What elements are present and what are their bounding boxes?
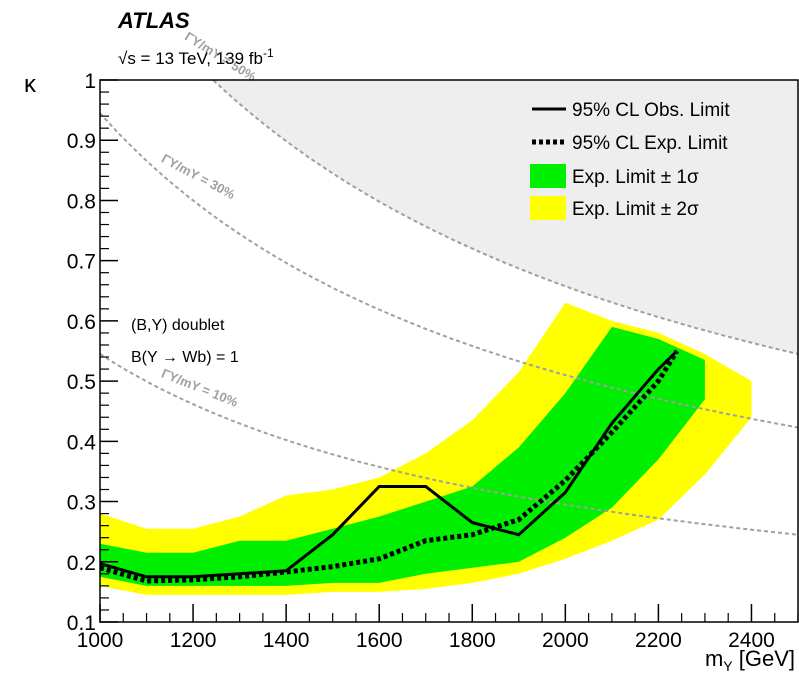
x-tick-label: 2000 [542, 629, 589, 652]
x-tick-label: 2200 [635, 629, 682, 652]
x-tick-label: 2400 [728, 629, 775, 652]
width-curve-0 [100, 353, 798, 536]
y-tick-label: 0.3 [67, 492, 96, 515]
width-curve-label-0: ΓY/mY = 10% [159, 366, 240, 410]
y-tick-label: 0.6 [67, 311, 96, 334]
x-tick-label: 1000 [77, 629, 124, 652]
y-tick-label: 0.7 [67, 251, 96, 274]
legend-2sigma-swatch [530, 196, 566, 220]
observed-limit-line [100, 349, 679, 579]
y-axis: 0.1 0.2 0.3 0.4 0.5 0.6 0.7 0.8 0.9 1 [67, 70, 118, 635]
y-tick-label: 1 [84, 70, 96, 93]
y-tick-label: 0.8 [67, 190, 96, 213]
legend-observed-label: 95% CL Obs. Limit [572, 100, 730, 121]
x-axis: 1000 1200 1400 1600 1800 2000 2200 2400 [77, 604, 799, 652]
legend-1sigma-label: Exp. Limit ± 1σ [572, 167, 699, 188]
excluded-region [213, 80, 798, 354]
width-curves [100, 80, 798, 536]
y-tick-label: 0.5 [67, 371, 96, 394]
x-tick-label: 1800 [449, 629, 496, 652]
legend-2sigma-label: Exp. Limit ± 2σ [572, 199, 699, 220]
experiment-label: ATLAS [117, 8, 190, 33]
legend-1sigma-swatch [530, 164, 566, 188]
x-axis-label: mY [GeV] [705, 646, 795, 674]
x-tick-label: 1200 [170, 629, 217, 652]
width-curve-1 [100, 112, 798, 429]
y-axis-label: κ [24, 71, 37, 98]
model-note-doublet: (B,Y) doublet [131, 317, 225, 334]
y-tick-label: 0.4 [67, 431, 97, 454]
y-tick-label: 0.9 [67, 130, 96, 153]
legend: 95% CL Obs. Limit 95% CL Exp. Limit Exp.… [530, 100, 730, 220]
x-tick-label: 1600 [356, 629, 403, 652]
model-note-branching: B(Y → Wb) = 1 [131, 349, 239, 366]
width-curve-2 [211, 80, 798, 355]
width-curve-label-1: ΓY/mY = 30% [159, 151, 238, 202]
energy-lumi-label: √s = 13 TeV, 139 fb-1 [118, 46, 274, 68]
y-tick-label: 0.1 [67, 612, 96, 635]
expected-limit-1sigma-band [100, 326, 705, 586]
legend-expected-label: 95% CL Exp. Limit [572, 133, 728, 154]
x-tick-label: 1400 [263, 629, 310, 652]
y-tick-label: 0.2 [67, 552, 96, 575]
